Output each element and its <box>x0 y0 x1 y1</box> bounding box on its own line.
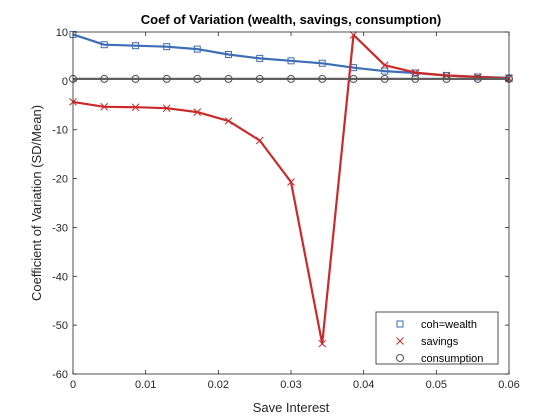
y-axis-title: Coefficient of Variation (SD/Mean) <box>29 105 44 301</box>
data-point-savings <box>224 117 233 125</box>
data-point-coh-wealth <box>163 43 171 51</box>
data-point-coh-wealth <box>381 67 389 75</box>
data-point-consumption <box>411 74 420 83</box>
data-point-savings <box>162 104 171 113</box>
data-point-savings <box>380 61 389 70</box>
x-tick-label: 0.02 <box>208 379 229 391</box>
data-point-consumption <box>255 74 264 83</box>
data-point-consumption <box>473 74 482 83</box>
x-tick-label: 0.04 <box>353 379 374 391</box>
data-point-coh-wealth <box>225 50 233 58</box>
data-point-coh-wealth <box>100 41 108 49</box>
data-point-savings <box>131 103 140 112</box>
data-point-coh-wealth <box>287 57 295 65</box>
data-point-consumption <box>193 74 202 83</box>
data-point-consumption <box>349 74 358 83</box>
data-point-coh-wealth <box>131 42 139 50</box>
data-point-coh-wealth <box>256 54 264 62</box>
data-point-savings <box>287 178 295 186</box>
x-tick-label: 0 <box>70 379 76 391</box>
y-tick-label: 10 <box>56 27 68 39</box>
legend-label-consumption: consumption <box>421 353 483 365</box>
x-axis-title: Save Interest <box>253 400 330 415</box>
legend-marker-savings <box>396 337 404 345</box>
x-tick-label: 0.01 <box>135 379 156 391</box>
data-point-consumption <box>224 74 233 83</box>
data-point-savings <box>349 31 358 39</box>
data-point-savings <box>411 68 420 77</box>
data-point-consumption <box>442 74 451 83</box>
chart-title: Coef of Variation (wealth, savings, cons… <box>141 12 441 27</box>
data-point-consumption <box>318 74 327 83</box>
data-point-coh-wealth <box>193 45 201 53</box>
legend: coh=wealth savings consumption <box>375 311 499 365</box>
y-tick-label: -60 <box>52 369 68 381</box>
data-point-savings <box>318 339 327 348</box>
y-tick-label: -40 <box>52 271 68 283</box>
legend-marker-consumption <box>396 354 404 362</box>
x-tick-label: 0.03 <box>280 379 301 391</box>
axes-layer: 0 0.01 0.02 0.03 0.04 0.05 0.06 10 0 -10 -20 -30 -40… <box>52 27 520 391</box>
data-point-consumption <box>380 74 389 83</box>
data-point-consumption <box>287 74 295 83</box>
data-point-consumption <box>131 74 140 83</box>
data-point-savings <box>255 136 264 145</box>
y-tick-label: -10 <box>52 125 68 137</box>
y-tick-label: 0 <box>62 76 68 88</box>
data-point-coh-wealth <box>318 59 326 67</box>
x-tick-label: 0.05 <box>426 379 447 391</box>
y-tick-label: -20 <box>52 174 68 186</box>
x-tick-label: 0.06 <box>498 379 519 391</box>
legend-label-coh-wealth: coh=wealth <box>421 319 477 331</box>
y-tick-label: -30 <box>52 222 68 234</box>
data-point-consumption <box>162 74 171 83</box>
legend-marker-coh-wealth <box>396 320 404 328</box>
data-point-savings <box>100 102 109 111</box>
data-point-savings <box>193 108 202 116</box>
legend-label-savings: savings <box>421 336 459 348</box>
series-layer <box>69 30 513 348</box>
y-tick-label: -50 <box>52 320 68 332</box>
data-point-consumption <box>100 74 109 83</box>
